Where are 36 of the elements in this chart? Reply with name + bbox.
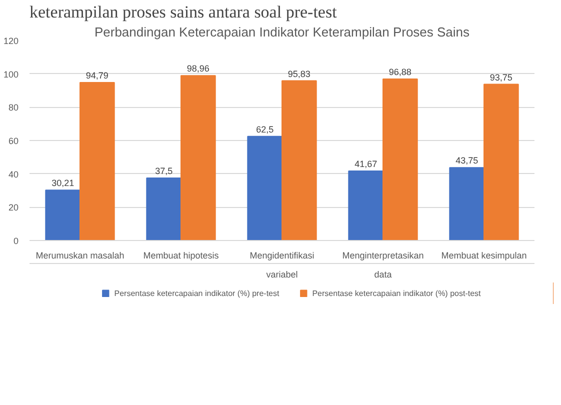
chart-title: Perbandingan Ketercapaian Indikator Keterampilan Proses Sains [94, 24, 470, 40]
y-tick-label: 20 [8, 202, 19, 213]
data-label: 41,67 [354, 159, 378, 170]
legend-label: Persentase ketercapaian indikator (%) post-test [312, 288, 481, 298]
data-label: 96,88 [388, 67, 412, 78]
data-label: 30,21 [52, 178, 74, 188]
data-label: 98,96 [186, 64, 210, 74]
y-tick-label: 40 [8, 169, 19, 180]
data-label: 43,75 [456, 156, 478, 166]
bar [45, 190, 80, 240]
bar [247, 136, 282, 240]
bar [348, 170, 384, 240]
data-label: 94,79 [86, 70, 108, 81]
bar [382, 78, 418, 240]
category-label: Mengidentifikasi variabel [250, 250, 314, 280]
y-tick-label: 60 [8, 136, 19, 146]
category-label: Menginterpretasikan data [342, 250, 424, 280]
y-tick-label: 0 [13, 236, 19, 246]
data-label: 93,75 [490, 72, 512, 82]
data-label: 62,5 [256, 124, 274, 134]
bar [180, 75, 216, 240]
x-tick-label: Membuat kesimpulan [441, 250, 527, 260]
data-label: 37,5 [155, 166, 173, 176]
y-tick-label: 120 [3, 36, 19, 46]
data-label: 95,83 [288, 68, 310, 79]
text: keterampilan proses sains antara soal pre-test [30, 2, 338, 22]
bar [80, 82, 115, 240]
x-tick-label: Merumuskan masalah [36, 250, 124, 260]
x-tick-label: Membuat hipotesis [143, 250, 220, 260]
bar [449, 167, 484, 240]
y-tick-label: 80 [8, 102, 19, 113]
y-tick-label: 100 [3, 69, 19, 80]
bar [146, 178, 182, 240]
legend-label: Persentase ketercapaian indikator (%) pre-test [114, 288, 280, 298]
bar [484, 84, 519, 240]
bar [282, 80, 317, 240]
